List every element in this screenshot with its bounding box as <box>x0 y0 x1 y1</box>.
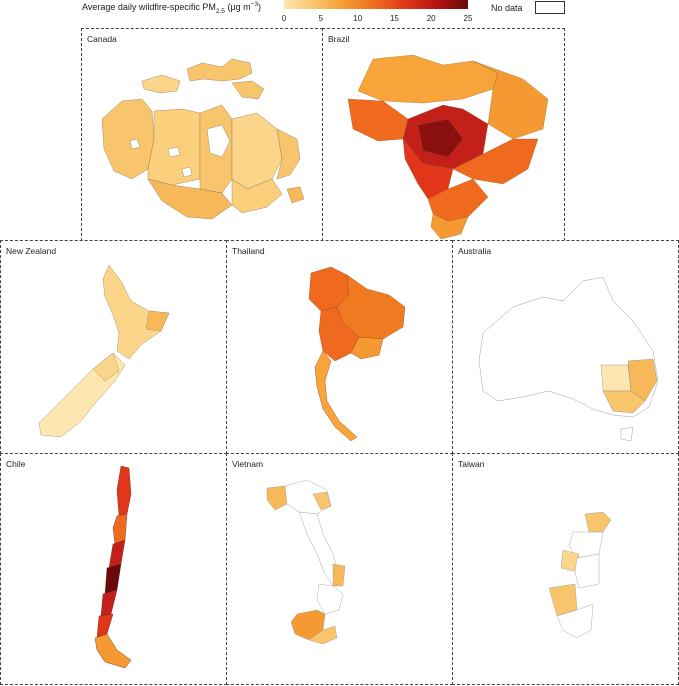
vietnam-central-coast <box>332 563 346 587</box>
taiwan-south <box>556 603 594 639</box>
map-vietnam <box>266 479 346 645</box>
vietnam-highlands <box>316 583 344 615</box>
australia-vic <box>602 390 646 414</box>
panel-brazil: Brazil <box>322 28 565 241</box>
no-data-label: No data <box>491 3 523 13</box>
map-chile <box>94 465 132 669</box>
panel-vietnam: Vietnam <box>226 453 453 685</box>
panel-label-chile: Chile <box>6 459 26 469</box>
vietnam-north-east <box>312 491 332 511</box>
canada-north-islands <box>186 58 253 82</box>
map-brazil <box>347 54 549 240</box>
map-australia <box>478 276 659 442</box>
legend-title: Average daily wildfire-specific PM2.5 (μ… <box>82 1 261 15</box>
legend-tick-25: 25 <box>463 14 473 23</box>
nz-north-island <box>102 264 170 360</box>
vietnam-north-west <box>266 485 288 511</box>
chile-far-south <box>94 633 132 669</box>
legend-title-exp: −3 <box>250 1 259 8</box>
no-data-swatch <box>535 1 565 14</box>
legend-tick-0: 0 <box>281 14 287 23</box>
panel-label-brazil: Brazil <box>328 34 350 44</box>
chile-north-central <box>112 513 128 545</box>
canada-west <box>101 98 155 180</box>
legend-tick-20: 20 <box>426 14 436 23</box>
legend-tick-15: 15 <box>389 14 399 23</box>
panel-taiwan: Taiwan <box>452 453 679 685</box>
canada-quebec <box>231 112 283 190</box>
canada-prairies <box>147 108 201 186</box>
panel-newzealand: New Zealand <box>0 240 227 454</box>
chile-north <box>116 465 132 517</box>
chile-central <box>108 539 126 569</box>
brazil-west <box>347 98 409 142</box>
taiwan-north <box>584 511 612 533</box>
chile-core <box>104 563 122 595</box>
panel-canada: Canada <box>81 28 323 241</box>
map-legend: Average daily wildfire-specific PM2.5 (μ… <box>0 0 679 24</box>
australia-nsw-west <box>600 364 632 392</box>
panel-label-australia: Australia <box>458 246 492 256</box>
brazil-center-core <box>417 118 464 158</box>
map-taiwan <box>548 511 612 639</box>
canada-east <box>276 128 301 180</box>
nz-north-east <box>145 310 170 332</box>
panel-label-thailand: Thailand <box>232 246 265 256</box>
panel-label-taiwan: Taiwan <box>458 459 485 469</box>
brazil-north <box>357 54 499 104</box>
legend-tick-10: 10 <box>353 14 363 23</box>
legend-title-sub: 2.5 <box>215 7 225 15</box>
color-bar <box>284 0 468 9</box>
panel-thailand: Thailand <box>226 240 453 454</box>
panel-chile: Chile <box>0 453 227 685</box>
legend-title-close: ) <box>258 2 262 12</box>
thailand-east <box>350 336 384 360</box>
legend-tick-5: 5 <box>318 14 324 23</box>
australia-tasmania <box>620 426 634 442</box>
thailand-south <box>314 350 358 442</box>
panel-label-newzealand: New Zealand <box>6 246 57 256</box>
panel-australia: Australia <box>452 240 679 454</box>
map-thailand <box>308 266 406 442</box>
australia-nsw-east <box>627 358 658 402</box>
chile-south-central <box>100 589 118 617</box>
taiwan-central <box>574 553 600 589</box>
brazil-southeast <box>452 138 539 185</box>
legend-title-unit: (μg m <box>224 2 251 12</box>
chile-south <box>96 613 114 639</box>
panel-label-canada: Canada <box>87 34 117 44</box>
legend-title-main: Average daily wildfire-specific PM <box>82 2 216 12</box>
map-canada <box>101 58 305 220</box>
map-newzealand <box>38 264 170 438</box>
panel-label-vietnam: Vietnam <box>232 459 264 469</box>
canada-hudson-bay <box>206 124 231 158</box>
